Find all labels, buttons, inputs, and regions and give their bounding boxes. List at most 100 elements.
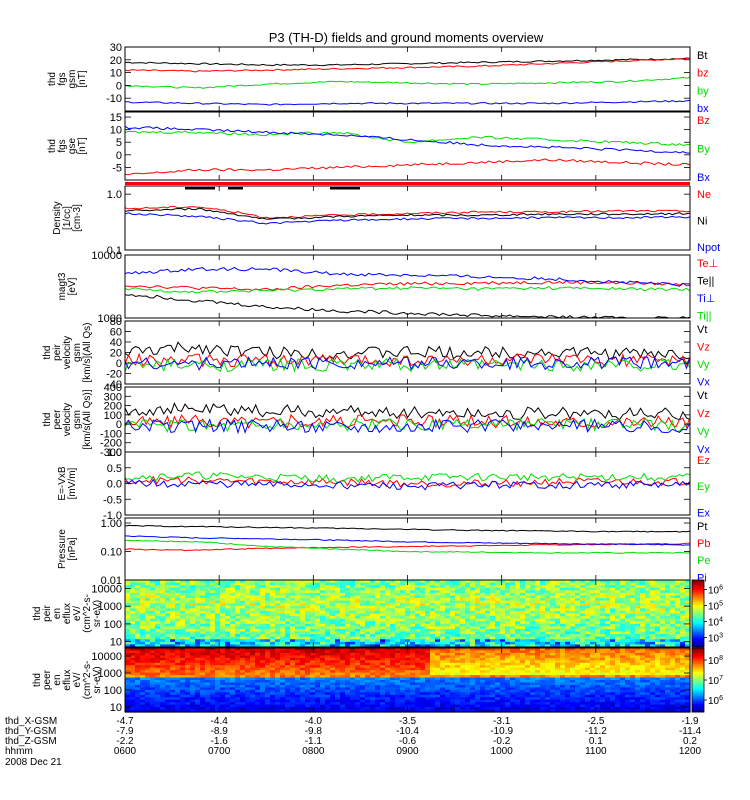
heatmap-cell xyxy=(130,587,136,591)
heatmap-cell xyxy=(625,628,631,633)
heatmap-cell xyxy=(240,634,246,638)
heatmap-cell xyxy=(175,707,181,711)
heatmap-cell xyxy=(430,595,436,599)
heatmap-cell xyxy=(180,623,186,627)
heatmap-cell xyxy=(570,631,576,635)
heatmap-cell xyxy=(175,595,181,599)
heatmap-cell xyxy=(410,648,416,652)
heatmap-cell xyxy=(220,650,226,654)
heatmap-cell xyxy=(300,699,306,703)
heatmap-cell xyxy=(165,600,171,604)
heatmap-cell xyxy=(330,662,336,666)
heatmap-cell xyxy=(400,587,406,591)
heatmap-cell xyxy=(290,616,296,620)
heatmap-cell xyxy=(270,605,276,609)
heatmap-cell xyxy=(180,585,186,589)
heatmap-cell xyxy=(500,600,506,604)
y-tick-label: 0 xyxy=(116,150,122,162)
heatmap-cell xyxy=(580,582,586,586)
heatmap-cell xyxy=(555,616,561,620)
heatmap-cell xyxy=(610,628,616,633)
heatmap-cell xyxy=(335,694,341,698)
heatmap-cell xyxy=(395,665,401,669)
heatmap-cell xyxy=(585,616,591,620)
heatmap-cell xyxy=(205,707,211,711)
heatmap-cell xyxy=(160,709,166,713)
heatmap-cell xyxy=(675,631,681,635)
heatmap-cell xyxy=(200,639,206,643)
heatmap-cell xyxy=(355,644,361,648)
heatmap-cell xyxy=(430,657,436,661)
heatmap-cell xyxy=(295,697,301,701)
heatmap-cell xyxy=(345,660,351,664)
heatmap-cell xyxy=(645,626,651,630)
heatmap-cell xyxy=(535,580,541,584)
heatmap-cell xyxy=(565,621,571,625)
heatmap-cell xyxy=(250,621,256,625)
heatmap-cell xyxy=(275,590,281,594)
heatmap-cell xyxy=(360,682,366,686)
heatmap-cell xyxy=(175,684,181,688)
heatmap-cell xyxy=(430,702,436,706)
heatmap-cell xyxy=(315,704,321,708)
y-tick-label: 15 xyxy=(110,112,122,124)
heatmap-cell xyxy=(500,644,506,648)
heatmap-cell xyxy=(355,704,361,708)
heatmap-cell xyxy=(555,626,561,630)
heatmap-cell xyxy=(380,628,386,633)
heatmap-cell xyxy=(570,618,576,622)
heatmap-cell xyxy=(135,592,141,597)
heatmap-cell xyxy=(295,600,301,604)
heatmap-cell xyxy=(170,636,176,640)
heatmap-cell xyxy=(270,644,276,648)
heatmap-cell xyxy=(355,628,361,633)
heatmap-cell xyxy=(345,603,351,607)
heatmap-cell xyxy=(400,702,406,706)
heatmap-cell xyxy=(285,616,291,620)
heatmap-cell xyxy=(230,616,236,620)
heatmap-cell xyxy=(205,662,211,666)
heatmap-cell xyxy=(430,644,436,648)
heatmap-cell xyxy=(680,595,686,599)
heatmap-cell xyxy=(245,670,251,674)
heatmap-cell xyxy=(265,623,271,627)
heatmap-cell xyxy=(330,648,336,652)
heatmap-cell xyxy=(205,595,211,599)
heatmap-cell xyxy=(430,699,436,703)
heatmap-cell xyxy=(160,672,166,676)
heatmap-cell xyxy=(220,628,226,633)
heatmap-cell xyxy=(265,692,271,696)
panel-frame xyxy=(124,254,691,319)
heatmap-cell xyxy=(500,603,506,607)
heatmap-cell xyxy=(480,616,486,620)
heatmap-cell xyxy=(585,613,591,617)
heatmap-cell xyxy=(560,598,566,602)
heatmap-cell xyxy=(660,585,666,589)
colorbar-step xyxy=(692,621,704,625)
heatmap-cell xyxy=(235,639,241,643)
heatmap-cell xyxy=(620,613,626,617)
heatmap-cell xyxy=(210,662,216,666)
heatmap-cell xyxy=(220,655,226,659)
heatmap-cell xyxy=(420,592,426,597)
heatmap-cell xyxy=(675,590,681,594)
heatmap-cell xyxy=(415,684,421,688)
heatmap-cell xyxy=(425,634,431,638)
heatmap-cell xyxy=(215,699,221,703)
heatmap-cell xyxy=(240,687,246,691)
heatmap-cell xyxy=(435,587,441,591)
heatmap-cell xyxy=(400,672,406,676)
heatmap-cell xyxy=(585,608,591,612)
heatmap-cell xyxy=(315,641,321,646)
heatmap-cell xyxy=(625,644,631,648)
heatmap-cell xyxy=(165,657,171,661)
y-axis-label: velocity xyxy=(62,403,73,436)
heatmap-cell xyxy=(365,582,371,586)
heatmap-cell xyxy=(210,684,216,688)
heatmap-cell xyxy=(275,684,281,688)
y-tick-label: 0 xyxy=(116,358,122,370)
heatmap-cell xyxy=(135,639,141,643)
heatmap-cell xyxy=(365,687,371,691)
heatmap-cell xyxy=(640,636,646,640)
heatmap-cell xyxy=(135,665,141,669)
